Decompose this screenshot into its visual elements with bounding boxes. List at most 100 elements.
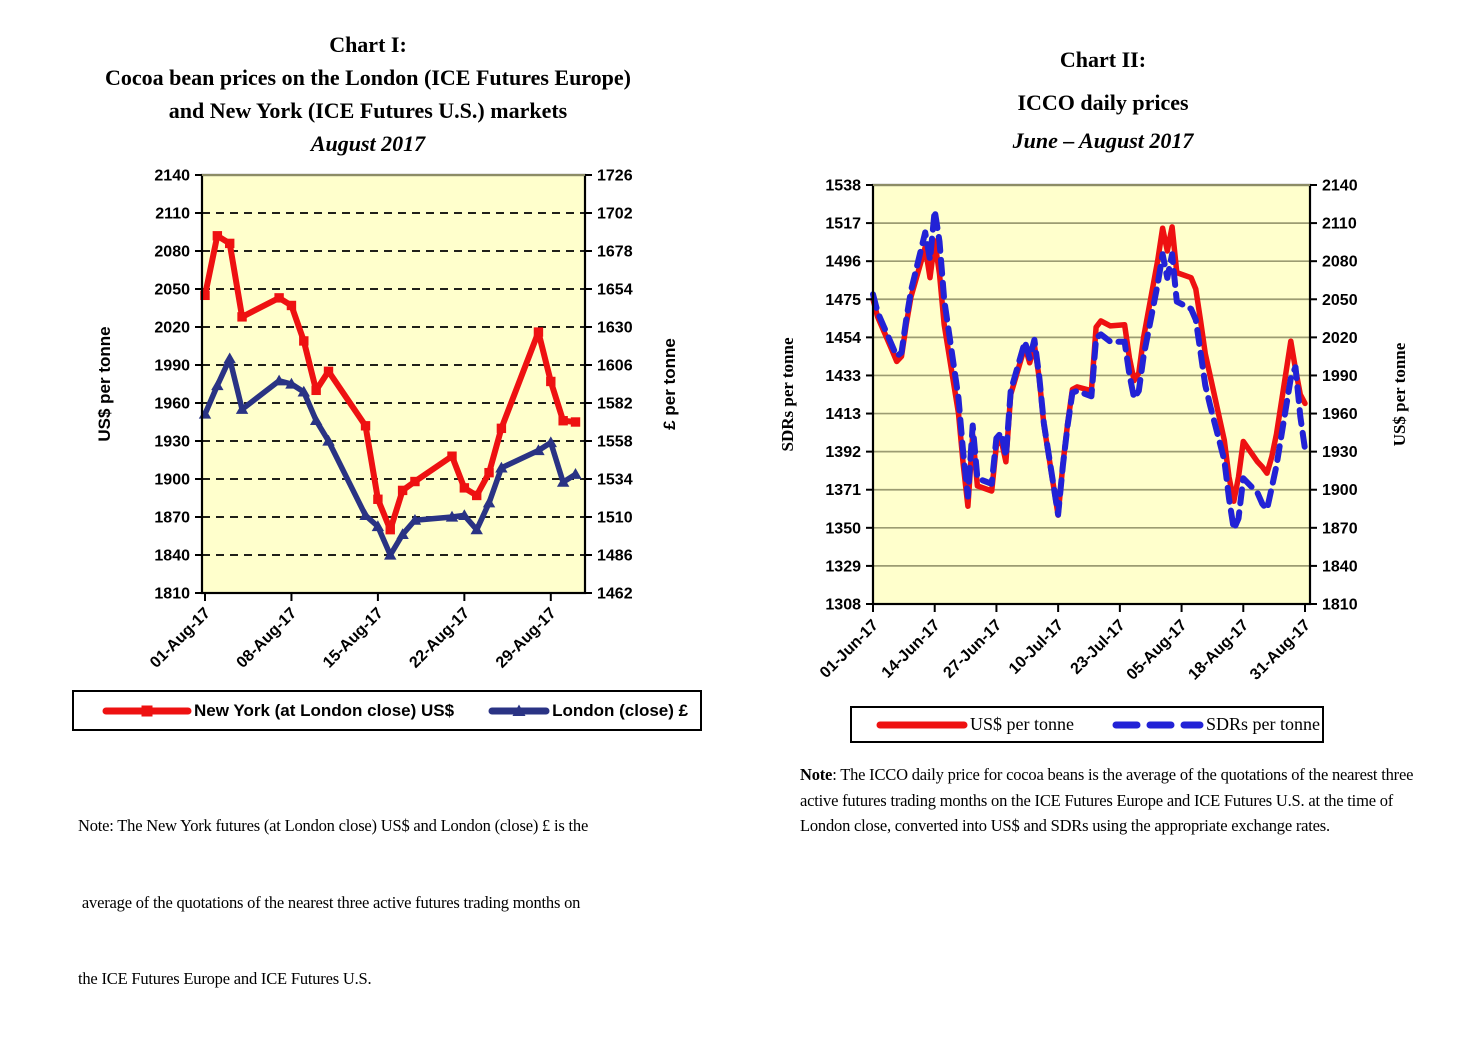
chart1-block: Chart I: Cocoa bean prices on the London… [0, 0, 733, 988]
chart2-note-text: : The ICCO daily price for cocoa beans i… [800, 765, 1414, 835]
left-axis-tick-label: 1930 [154, 434, 190, 451]
left-axis-tick-label: 1433 [825, 368, 861, 385]
chart1-note-line3: the ICE Futures Europe and ICE Futures U… [78, 969, 372, 988]
chart1-legend-item-london: London (close) £ [488, 701, 688, 721]
square-marker [496, 423, 507, 434]
red-solid-line-sample [876, 721, 968, 728]
legend-triangle-marker [512, 704, 526, 716]
left-axis-tick-label: 1329 [825, 558, 861, 575]
right-axis-title: £ per tonne [660, 338, 679, 430]
right-axis-tick-label: 1654 [597, 282, 633, 299]
left-axis-tick-label: 2140 [154, 168, 190, 185]
x-axis-tick-label: 08-Aug-17 [234, 605, 301, 672]
chart1-title-line1: Chart I: [329, 32, 407, 57]
square-marker [397, 485, 408, 496]
left-axis-tick-label: 1900 [154, 472, 190, 489]
chart2-legend-item-usd: US$ per tonne [876, 714, 1074, 735]
right-axis-tick-label: 2050 [1322, 292, 1358, 309]
x-axis-tick-label: 01-Jun-17 [817, 617, 882, 682]
triangle-marker [556, 475, 570, 487]
chart1-subtitle: August 2017 [310, 131, 426, 156]
chart2-legend: US$ per tonne SDRs per tonne [850, 706, 1324, 743]
left-axis-tick-label: 1392 [825, 444, 861, 461]
left-axis-tick-label: 1538 [825, 178, 861, 195]
chart1-title-line3: and New York (ICE Futures U.S.) markets [168, 98, 568, 123]
left-axis-tick-label: 1413 [825, 406, 861, 423]
square-marker [299, 336, 309, 346]
left-axis-title: SDRs per tonne [778, 337, 797, 451]
square-marker [558, 416, 568, 426]
right-axis-tick-label: 1960 [1322, 406, 1358, 423]
square-marker [546, 376, 556, 387]
right-axis-tick-label: 1990 [1322, 368, 1358, 385]
triangle-marker [544, 436, 557, 448]
x-axis-tick-label: 14-Jun-17 [879, 617, 944, 682]
triangle-marker [482, 496, 496, 508]
right-axis-tick-label: 2110 [1322, 216, 1357, 233]
left-axis-tick-label: 1475 [825, 292, 861, 309]
square-marker [360, 421, 371, 431]
chart2-note: Note: The ICCO daily price for cocoa bea… [800, 762, 1432, 839]
triangle-marker [211, 379, 224, 391]
chart2-title: Chart II: ICCO daily prices June – Augus… [763, 38, 1443, 158]
icco-cocoa-charts-page: { "colors": { "plot_background": "#ffffc… [0, 0, 1467, 988]
chart1-note-line2: average of the quotations of the nearest… [78, 892, 581, 912]
square-marker [323, 366, 334, 377]
red-line-square-sample [102, 705, 192, 716]
series-line-sdrs-per-tonne [870, 207, 1308, 533]
triangle-marker [470, 523, 483, 535]
chart1-title: Chart I: Cocoa bean prices on the London… [10, 28, 726, 161]
right-axis-tick-label: 2140 [1322, 178, 1358, 195]
square-marker [200, 290, 210, 301]
x-axis-tick-label: 23-Jul-17 [1068, 617, 1129, 678]
square-marker [570, 417, 581, 427]
triangle-marker [569, 468, 582, 479]
right-axis-tick-label: 1678 [597, 244, 633, 261]
left-axis-tick-label: 1350 [825, 520, 861, 537]
square-marker [311, 385, 321, 396]
x-axis-tick-label: 31-Aug-17 [1247, 617, 1314, 684]
chart2-block: Chart II: ICCO daily prices June – Augus… [733, 0, 1467, 874]
left-axis-tick-label: 2050 [154, 282, 190, 299]
square-marker [385, 524, 395, 535]
square-marker [274, 293, 284, 303]
x-axis-tick-label: 27-Jun-17 [940, 617, 1005, 682]
triangle-marker [272, 374, 286, 386]
right-axis-tick-label: 1606 [597, 358, 633, 375]
square-marker [459, 483, 470, 493]
square-marker [484, 467, 494, 478]
square-marker [225, 238, 235, 249]
chart2-title-line2: ICCO daily prices [1017, 90, 1189, 115]
chart1-legend-item-newyork: New York (at London close) US$ [102, 701, 454, 721]
blue-dashed-line-sample [1112, 721, 1204, 728]
right-axis-title: US$ per tonne [1390, 342, 1409, 446]
right-axis-tick-label: 1810 [1322, 597, 1358, 614]
legend-label-newyork: New York (at London close) US$ [194, 700, 455, 720]
x-axis-tick-label: 01-Aug-17 [147, 605, 214, 672]
chart1-note: Note: The New York futures (at London cl… [78, 762, 726, 1043]
chart1-title-line2: Cocoa bean prices on the London (ICE Fut… [104, 65, 631, 90]
right-axis-tick-label: 2020 [1322, 330, 1358, 347]
right-axis-tick-label: 1702 [597, 206, 633, 223]
legend-label-sdr: SDRs per tonne [1205, 714, 1320, 734]
triangle-marker [322, 434, 335, 446]
left-axis-tick-label: 1840 [154, 548, 190, 565]
chart2-legend-item-sdr: SDRs per tonne [1112, 714, 1320, 735]
right-axis-tick-label: 1726 [597, 168, 633, 185]
chart2-plot: 1538 1517 1496 1475 1454 1433 1413 1392 1371 1350… [778, 178, 1409, 684]
x-axis-tick-label: 18-Aug-17 [1185, 617, 1252, 684]
legend-label-london: London (close) £ [552, 700, 689, 720]
left-axis-title: US$ per tonne [95, 326, 114, 441]
right-axis-tick-label: 1870 [1322, 520, 1358, 537]
square-marker [237, 312, 247, 322]
x-axis-tick-label: 10-Jul-17 [1006, 617, 1067, 678]
square-marker [212, 231, 223, 241]
triangle-marker [445, 510, 459, 522]
left-axis-tick-label: 1810 [154, 586, 190, 603]
triangle-marker [223, 352, 236, 364]
left-axis-tick-label: 1308 [825, 597, 861, 614]
left-axis-tick-label: 1496 [825, 254, 861, 271]
right-axis-tick-label: 1558 [597, 434, 633, 451]
square-marker [373, 494, 383, 504]
triangle-marker [384, 548, 397, 560]
